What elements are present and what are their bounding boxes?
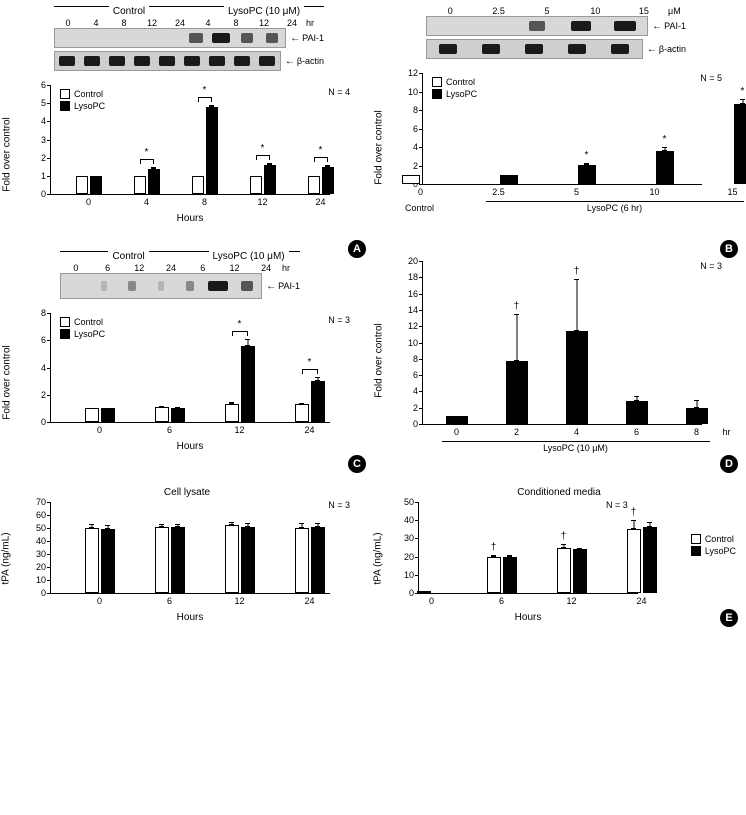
panel-c-group-lysopc: LysoPC (10 μM) xyxy=(209,251,289,262)
figure: Control LysoPC (10 μM) 0481224481224hr P… xyxy=(0,0,746,634)
panel-a-group-control: Control xyxy=(109,6,149,17)
panel-e-left-chart: tPA (ng/mL) 010203040506070061224 Hours … xyxy=(4,498,370,628)
bar xyxy=(656,151,674,184)
bar xyxy=(148,169,160,194)
panel-d-chart: Fold over control 0246810121416182002468… xyxy=(376,255,742,465)
bar xyxy=(578,165,596,184)
bar xyxy=(134,176,146,194)
panel-e-left-ylabel: tPA (ng/mL) xyxy=(1,532,12,584)
legend-control: Control xyxy=(691,534,736,544)
panel-e-right-title: Conditioned media xyxy=(376,487,742,498)
panel-a-actin-label: β-actin xyxy=(285,56,324,67)
panel-c-group-control: Control xyxy=(108,251,148,262)
panel-b-ylabel: Fold over control xyxy=(374,110,385,184)
bar xyxy=(155,527,169,593)
bar xyxy=(264,165,276,194)
bar xyxy=(322,167,334,194)
bar xyxy=(573,549,587,593)
bar xyxy=(241,527,255,593)
panel-e-right: Conditioned media tPA (ng/mL) 0102030405… xyxy=(376,487,742,628)
panel-b-pai1-label: PAI-1 xyxy=(652,21,686,32)
bar xyxy=(85,528,99,593)
panel-e-left: Cell lysate tPA (ng/mL) 0102030405060700… xyxy=(4,487,370,628)
panel-d-n: N = 3 xyxy=(700,261,722,271)
panel-c: Control LysoPC (10 μM) 06122461224hr PAI… xyxy=(4,251,370,465)
panel-b-n: N = 5 xyxy=(700,73,722,83)
panel-a: Control LysoPC (10 μM) 0481224481224hr P… xyxy=(4,6,370,229)
bar xyxy=(101,529,115,593)
legend-lysopc: LysoPC xyxy=(60,101,105,111)
panel-e-right-chart: tPA (ng/mL) 01020304050061224††† Hours N… xyxy=(376,498,742,628)
panel-e-right-ylabel: tPA (ng/mL) xyxy=(373,532,384,584)
bar xyxy=(643,527,657,593)
panel-b-actin-label: β-actin xyxy=(647,44,686,55)
bar xyxy=(506,361,528,424)
bar xyxy=(241,346,255,422)
bar xyxy=(503,557,517,593)
panel-b-group-control: Control xyxy=(405,203,434,213)
bar xyxy=(627,529,641,593)
panel-e-left-xlabel: Hours xyxy=(177,612,204,623)
bar xyxy=(487,557,501,593)
panel-a-xlabel: Hours xyxy=(177,213,204,224)
panel-d-ylabel: Fold over control xyxy=(374,323,385,397)
panel-a-chart: Fold over control 01234560481224**** Hou… xyxy=(4,79,370,229)
panel-a-ylabel: Fold over control xyxy=(2,117,13,191)
bar xyxy=(446,416,468,424)
panel-b-group-lysopc: LysoPC (6 hr) xyxy=(587,203,642,213)
panel-e-right-xlabel: Hours xyxy=(515,612,542,623)
panel-b-blot: 02.551015μM PAI-1 β-actin xyxy=(426,6,686,59)
bar xyxy=(686,408,708,424)
panel-c-xlabel: Hours xyxy=(177,441,204,452)
panel-label-d: D xyxy=(720,455,738,473)
legend-lysopc: LysoPC xyxy=(432,89,477,99)
bar xyxy=(295,404,309,422)
panel-label-e: E xyxy=(720,609,738,627)
bar xyxy=(566,331,588,424)
legend-lysopc: LysoPC xyxy=(691,546,736,556)
panel-label-c: C xyxy=(348,455,366,473)
panel-c-n: N = 3 xyxy=(328,315,350,325)
legend-control: Control xyxy=(60,317,105,327)
bar xyxy=(626,401,648,424)
panel-e-left-n: N = 3 xyxy=(328,500,350,510)
legend-control: Control xyxy=(432,77,477,87)
panel-c-ylabel: Fold over control xyxy=(2,345,13,419)
bar xyxy=(171,408,185,422)
bar xyxy=(90,176,102,194)
bar xyxy=(171,527,185,593)
panel-e-left-title: Cell lysate xyxy=(4,487,370,498)
bar xyxy=(402,175,420,184)
bar xyxy=(76,176,88,194)
bar xyxy=(250,176,262,194)
panel-b-chart: Fold over control 02468101202.551015μM**… xyxy=(376,67,742,227)
bar xyxy=(311,527,325,593)
bar xyxy=(85,408,99,422)
bar xyxy=(500,175,518,184)
bar xyxy=(225,404,239,422)
bar xyxy=(101,408,115,422)
panel-a-blot: Control LysoPC (10 μM) 0481224481224hr P… xyxy=(54,6,324,71)
panel-e-right-n: N = 3 xyxy=(606,500,628,510)
panel-b: 02.551015μM PAI-1 β-actin Fold over cont… xyxy=(376,6,742,229)
legend-control: Control xyxy=(60,89,105,99)
legend-lysopc: LysoPC xyxy=(60,329,105,339)
panel-d: Fold over control 0246810121416182002468… xyxy=(376,251,742,465)
bar xyxy=(225,525,239,593)
bar xyxy=(734,104,746,184)
bar xyxy=(206,107,218,194)
bar xyxy=(557,548,571,594)
bar xyxy=(308,176,320,194)
panel-a-n: N = 4 xyxy=(328,87,350,97)
panel-c-pai1-label: PAI-1 xyxy=(266,281,300,292)
bar xyxy=(155,407,169,422)
panel-a-pai1-label: PAI-1 xyxy=(290,33,324,44)
panel-a-group-lysopc: LysoPC (10 μM) xyxy=(224,6,304,17)
bar xyxy=(192,176,204,194)
panel-c-chart: Fold over control 02468061224** Hours N … xyxy=(4,307,370,457)
bar xyxy=(295,528,309,593)
panel-c-blot: Control LysoPC (10 μM) 06122461224hr PAI… xyxy=(60,251,300,299)
bar xyxy=(311,381,325,422)
panel-d-group: LysoPC (10 μM) xyxy=(543,443,608,453)
